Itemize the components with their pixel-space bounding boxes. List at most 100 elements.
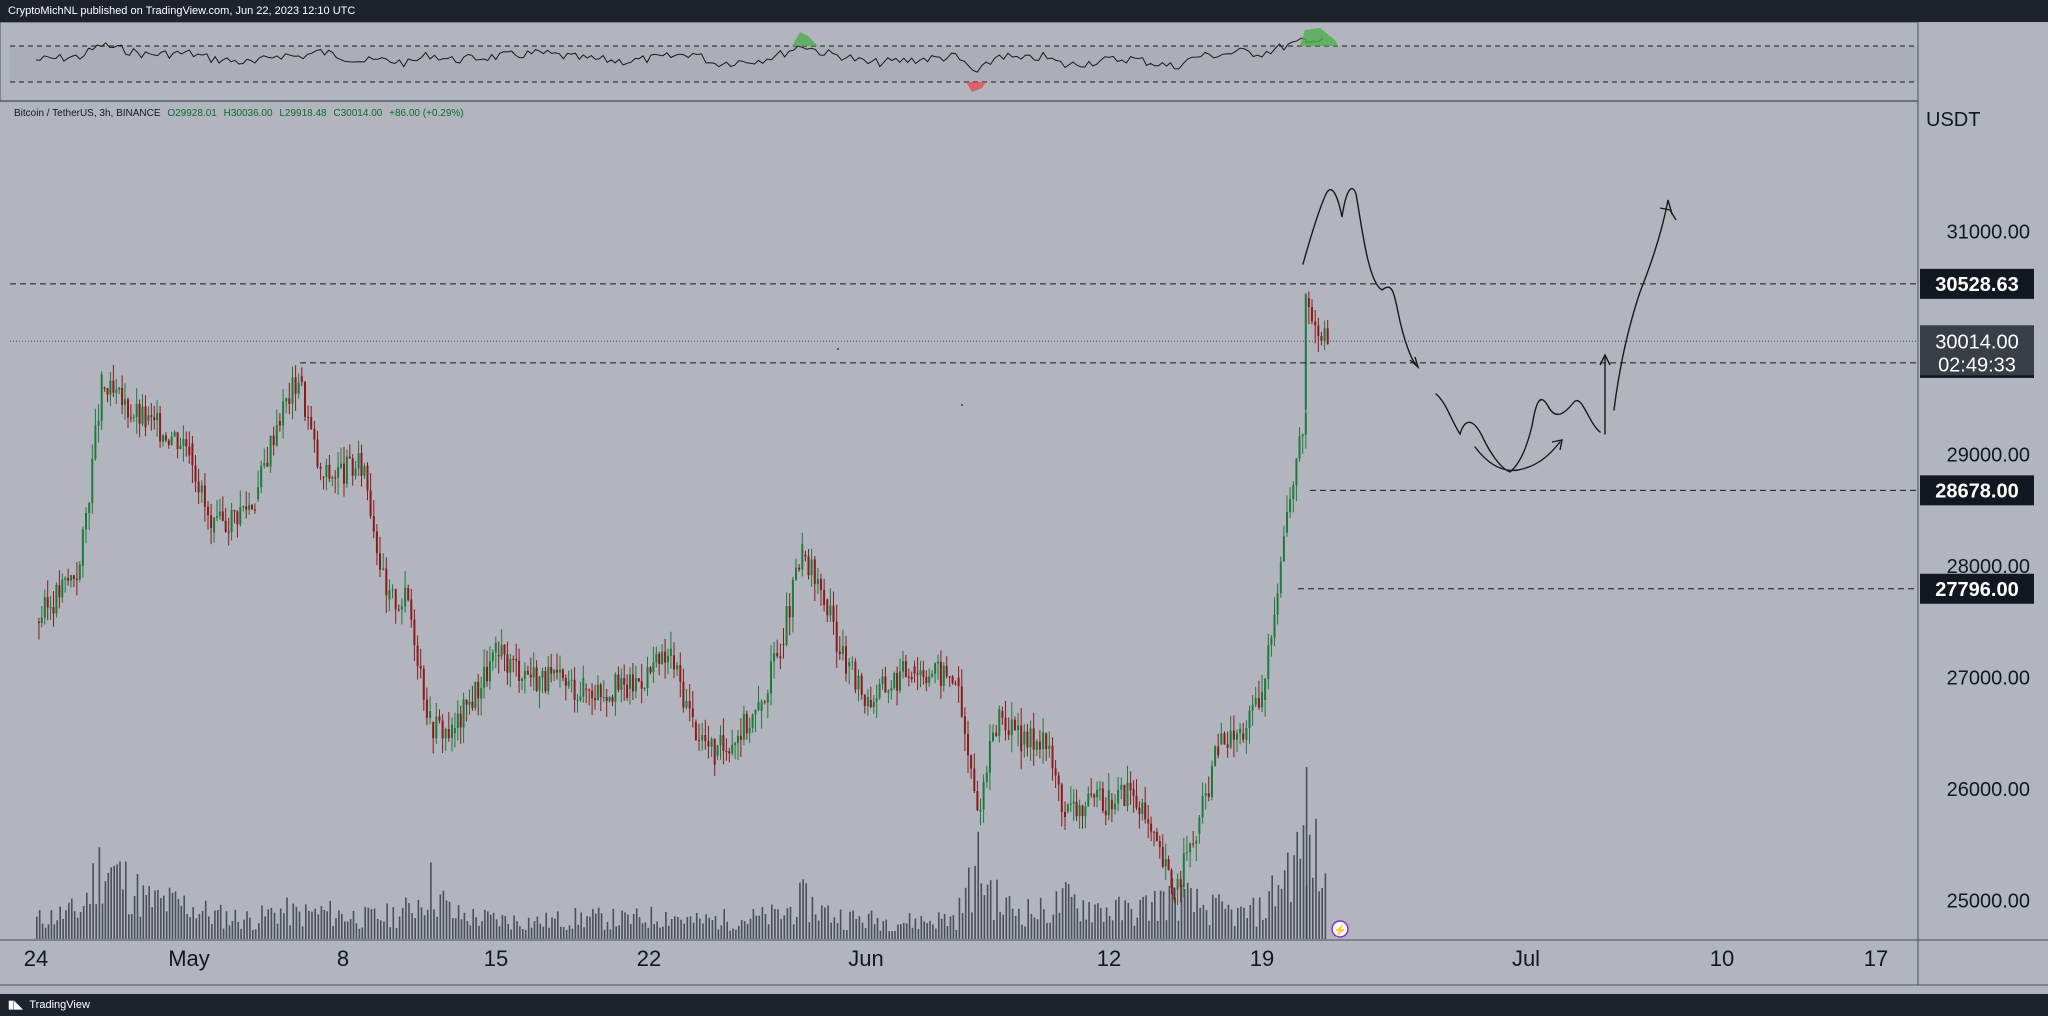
volume-bar	[811, 896, 814, 939]
candle-body	[121, 387, 124, 405]
volume-bar	[326, 911, 328, 939]
candle-body	[829, 605, 832, 616]
volume-bar	[743, 921, 746, 939]
volume-bar	[504, 916, 507, 939]
candle-body	[325, 464, 328, 477]
candle-body	[61, 579, 64, 598]
chart-area[interactable]: 25000.00 26000.00 27000.00 28000.00 29000.00…	[0, 22, 2048, 994]
volume-bar	[1190, 888, 1192, 939]
volume-bar	[903, 922, 905, 939]
candle-body	[992, 732, 994, 741]
volume-bar	[586, 916, 588, 939]
volume-bar	[677, 917, 679, 939]
volume-bar	[1024, 926, 1026, 939]
candle-body	[826, 599, 829, 616]
projection-path	[1474, 441, 1561, 472]
volume-bar	[799, 882, 801, 939]
volume-bar	[723, 909, 725, 939]
candle-body	[266, 462, 269, 467]
candle-body	[112, 380, 115, 393]
candle-body	[928, 676, 931, 684]
volume-bar	[234, 909, 237, 939]
volume-bar	[1202, 904, 1205, 939]
volume-bar	[1186, 882, 1189, 939]
candle-body	[388, 590, 391, 600]
candle-body	[1195, 840, 1198, 844]
candle-body	[1207, 793, 1210, 797]
volume-bar	[36, 916, 38, 939]
volume-bar	[827, 905, 829, 939]
candle-body	[798, 567, 801, 570]
candle-body	[845, 646, 847, 674]
volume-bar	[104, 881, 107, 939]
candle-body	[432, 722, 435, 739]
volume-bar	[565, 929, 568, 939]
candle-body	[523, 671, 526, 679]
candle-body	[1251, 704, 1254, 711]
candle-body	[763, 701, 766, 703]
candle-body	[372, 516, 375, 532]
candle-body	[739, 735, 742, 740]
volume-bar	[855, 918, 857, 939]
candle-body	[164, 435, 167, 441]
volume-bar	[344, 921, 346, 939]
volume-bar	[914, 918, 917, 939]
candle-body	[297, 382, 300, 394]
volume-bar	[986, 884, 989, 939]
volume-bar	[408, 903, 410, 939]
candle-body	[141, 406, 144, 424]
volume-bar	[876, 917, 879, 939]
volume-bar	[1177, 920, 1180, 939]
candle-body	[188, 446, 191, 456]
volume-bar	[76, 917, 79, 939]
volume-bar	[758, 915, 761, 939]
candle-body	[832, 605, 835, 622]
candle-body	[1017, 725, 1020, 731]
candle-body	[1248, 710, 1251, 728]
candle-body	[400, 606, 403, 610]
candle-body	[345, 456, 348, 484]
volume-bar	[609, 929, 612, 939]
candle-body	[291, 377, 294, 404]
candle-body	[1117, 789, 1120, 804]
legend-ohlc: O29928.01 H30036.00 L29918.48 C30014.00 …	[167, 108, 467, 119]
candle-body	[899, 671, 901, 691]
volume-bar	[560, 926, 562, 939]
candle-body	[310, 417, 313, 429]
volume-bar	[894, 931, 896, 939]
legend-low: L29918.48	[279, 108, 327, 119]
candle-body	[1020, 725, 1023, 752]
candle-body	[995, 732, 998, 736]
candle-body	[518, 660, 521, 681]
volume-bar	[1121, 920, 1123, 939]
volume-bar	[955, 930, 958, 939]
candle-body	[547, 667, 550, 692]
volume-bar	[38, 910, 41, 939]
candle-body	[1286, 512, 1288, 533]
candle-body	[745, 713, 748, 734]
volume-bar	[1280, 888, 1283, 939]
volume-bar	[1115, 899, 1117, 939]
volume-bar	[95, 904, 97, 939]
candle-body	[257, 487, 260, 500]
candle-body	[363, 466, 366, 476]
volume-bar	[498, 926, 501, 939]
candle-body	[294, 377, 297, 394]
candle-body	[313, 428, 316, 440]
candle-body	[72, 575, 75, 579]
volume-bar	[783, 915, 786, 939]
candle-body	[649, 667, 652, 673]
candle-body	[40, 617, 43, 623]
volume-bar	[430, 862, 432, 939]
volume-bar	[1240, 906, 1242, 939]
candle-body	[679, 665, 682, 682]
time-tick-label: 8	[337, 946, 349, 971]
volume-bar	[849, 911, 851, 939]
candle-body	[1198, 817, 1201, 834]
volume-bar	[708, 917, 710, 939]
candle-body	[1007, 730, 1010, 736]
volume-bar	[618, 925, 620, 939]
volume-bar	[692, 922, 695, 939]
volume-bar	[1154, 890, 1156, 939]
volume-bar	[101, 903, 104, 939]
